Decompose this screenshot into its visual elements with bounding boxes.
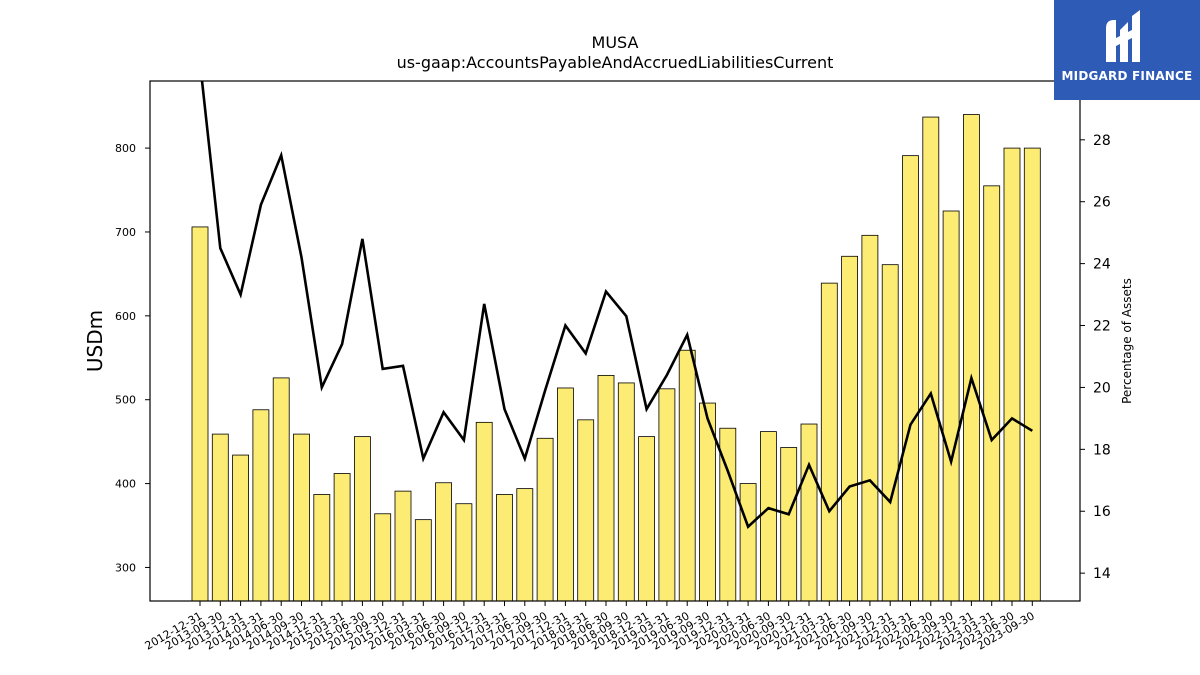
y-tick-label: 700: [115, 226, 136, 239]
bar: [313, 494, 331, 602]
bar: [597, 374, 615, 602]
series-line: [200, 81, 1033, 529]
bar: [496, 494, 513, 602]
bar: [557, 387, 574, 602]
bar-series: [191, 114, 1041, 602]
bar: [353, 436, 371, 602]
percentage-line-series: [200, 81, 1033, 529]
bar: [658, 388, 676, 602]
bar: [841, 255, 858, 602]
bar: [861, 234, 879, 602]
y2-tick-label: 26: [1093, 195, 1111, 211]
bar: [942, 210, 960, 602]
y2-tick-label: 18: [1093, 442, 1111, 458]
bar: [780, 447, 798, 602]
bar: [963, 114, 980, 602]
bar: [638, 436, 655, 602]
bar: [374, 513, 392, 602]
bar: [922, 116, 940, 602]
y2-tick-label: 20: [1093, 380, 1111, 396]
chart-subtitle: us-gaap:AccountsPayableAndAccruedLiabili…: [397, 53, 834, 72]
y2-tick-label: 24: [1093, 257, 1111, 273]
bar: [617, 382, 635, 602]
y-tick-label: 500: [115, 394, 136, 407]
y-tick-label: 400: [115, 478, 136, 491]
bar: [1003, 147, 1021, 602]
bar: [211, 433, 229, 602]
bar: [1023, 147, 1041, 602]
bar: [678, 349, 696, 602]
y2-tick-label: 28: [1093, 133, 1111, 149]
bar: [232, 454, 250, 602]
y-tick-label: 800: [115, 142, 136, 155]
bar: [516, 488, 534, 602]
midgard-logo-icon: [1106, 10, 1140, 62]
x-axis: 2012-12-312013-09-302013-12-312014-03-31…: [143, 601, 1037, 653]
bar: [739, 483, 757, 602]
y2-axis-label: Percentage of Assets: [1120, 278, 1134, 404]
y2-tick-label: 14: [1093, 566, 1111, 582]
bar: [333, 473, 351, 602]
plot-frame: [149, 80, 1081, 602]
bar: [191, 226, 209, 602]
bar: [800, 423, 818, 602]
bar: [760, 431, 777, 602]
bar: [820, 282, 838, 602]
bar: [475, 421, 493, 602]
bar: [272, 377, 290, 602]
bar: [414, 519, 432, 602]
y2-tick-label: 22: [1093, 319, 1111, 335]
bar: [577, 419, 595, 602]
bar: [435, 482, 453, 602]
bar: [881, 264, 899, 602]
bar: [983, 185, 1001, 602]
y2-tick-label: 16: [1093, 504, 1111, 520]
right-y-axis: 14 16 18 20 22 24 26 28: [1080, 133, 1111, 582]
bar: [293, 433, 310, 602]
y-tick-label: 600: [115, 310, 136, 323]
bar: [902, 155, 919, 602]
logo-text: MIDGARD FINANCE: [1061, 69, 1193, 83]
bar: [252, 409, 270, 602]
bar: [394, 490, 412, 602]
bar: [536, 437, 554, 602]
bar: [455, 503, 473, 602]
chart-title: MUSA: [592, 33, 639, 52]
midgard-finance-logo: MIDGARD FINANCE: [1054, 0, 1200, 100]
left-y-axis: 300 400 500 600 700 800: [115, 142, 150, 574]
y-tick-label: 300: [115, 561, 136, 574]
y-axis-label: USDm: [83, 310, 107, 372]
